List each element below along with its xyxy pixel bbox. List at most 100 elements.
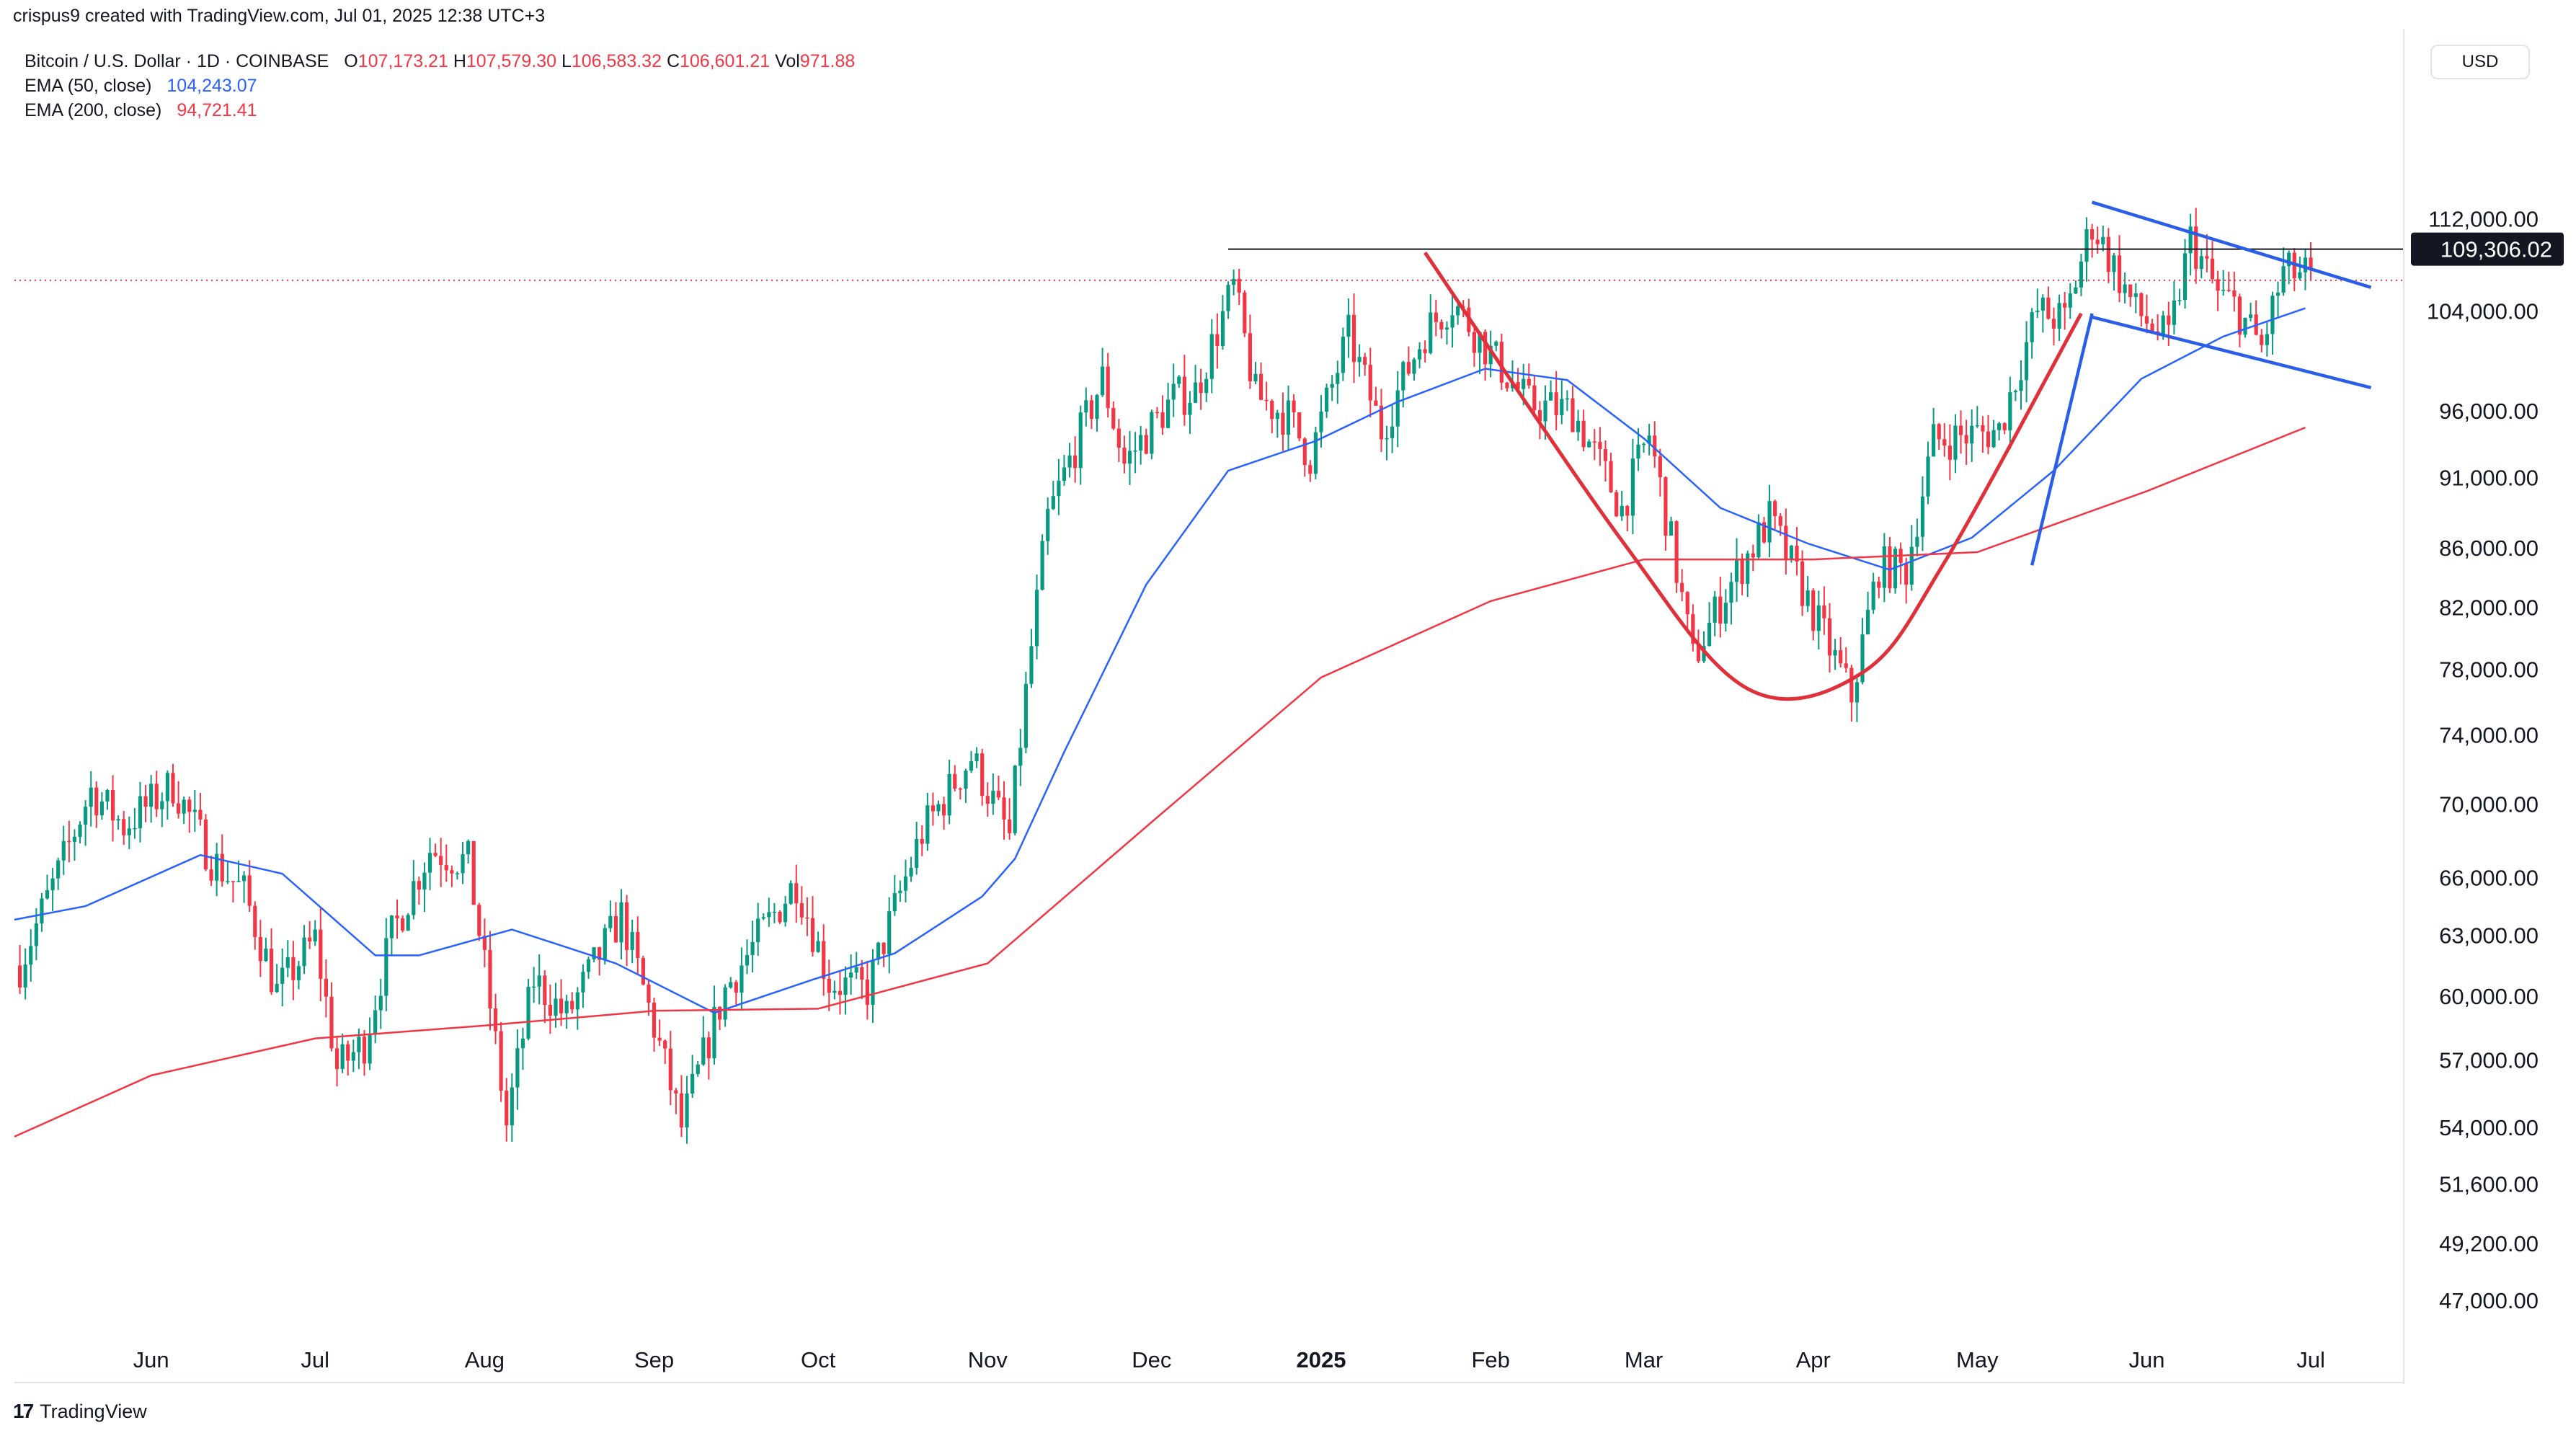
candle-body [176,803,181,814]
candle-body [384,938,388,996]
time-tick-label: Nov [968,1347,1008,1372]
candle [1494,340,1498,352]
candle-body [1844,663,1848,668]
candle-body [789,883,793,904]
candle [1133,432,1137,474]
candle [1723,589,1728,631]
candle-body [865,979,869,1005]
candle-body [1116,428,1121,448]
candle-body [1139,435,1143,451]
candle-body [17,965,22,988]
candle [1844,647,1848,673]
flag-upper-line [2091,200,2372,289]
candle [412,860,416,920]
candle-body [520,1038,525,1049]
candle-body [1707,622,1712,647]
symbol-name[interactable]: Bitcoin / U.S. Dollar · 1D · COINBASE [25,51,329,71]
candle-body [1286,400,1291,435]
candle-body [2024,342,2029,381]
candle [1434,299,1438,337]
candle [865,960,869,1020]
ema50-row[interactable]: EMA (50, close) 104,243.07 [25,74,855,98]
candle [209,856,213,886]
time-tick-label: 2025 [1297,1347,1346,1372]
candle-body [1253,373,1258,381]
candle [1685,591,1689,634]
candle-body [482,936,487,950]
candle [1702,631,1706,663]
price-tick-label: 78,000.00 [2439,657,2539,683]
candle-body [1893,549,1898,589]
candle [368,1017,372,1070]
time-axis[interactable]: Jun Jul Aug Sep Oct Nov Dec 2025 Feb Mar Apr May Jun… [14,1347,2404,1383]
candle-body [1127,451,1132,464]
candle-body [603,928,607,960]
candle-body [1543,400,1547,422]
candle-body [160,801,164,809]
candle [302,925,306,975]
candle-body [630,931,634,950]
candle [985,782,990,817]
candle-body [340,1044,345,1069]
price-axis[interactable]: 112,000.00 104,000.00 96,000.00 91,000.00 86… [2403,29,2564,1384]
candle [750,920,755,973]
candle-body [1630,458,1635,516]
candle-body [1740,559,1744,585]
candle [1483,329,1488,381]
candle-body [613,915,618,943]
candle-body [1264,399,1269,401]
candle [2106,228,2110,283]
flag-lower-line [2092,315,2372,389]
candle [1374,386,1378,407]
price-tick-label: 82,000.00 [2439,595,2539,620]
candle [548,984,553,1034]
price-tick-label: 91,000.00 [2439,465,2539,490]
candle [881,942,886,967]
candle [619,889,623,959]
candle-body [860,967,864,980]
candle-body [996,791,1001,798]
candle-body [783,903,788,923]
tradingview-logo-icon: 17 [13,1400,34,1422]
candle [1625,505,1630,532]
candle [1664,476,1668,551]
candle-body [2226,290,2231,291]
time-tick-label: Jul [301,1347,329,1372]
candle-body [586,959,591,972]
candle-body [1587,441,1591,448]
candle [84,800,88,846]
time-tick-label: Aug [465,1347,505,1372]
candle [384,918,388,1011]
candle-body [1822,605,1826,618]
candle [1947,424,1952,481]
candle [2265,321,2269,357]
candle [1351,293,1356,383]
price-tick-label: 96,000.00 [2439,399,2539,424]
candle-body [663,1040,667,1049]
candle-body [1341,337,1345,373]
candle-body [827,978,831,993]
candle [2292,248,2296,292]
candle [1390,405,1395,453]
price-chart[interactable]: 112,000.00 104,000.00 96,000.00 91,000.00 86… [0,0,2576,1384]
candle-body [1833,650,1837,656]
symbol-row[interactable]: Bitcoin / U.S. Dollar · 1D · COINBASE O1… [25,49,855,74]
candle-body [187,799,192,812]
price-tick-label: 49,200.00 [2439,1231,2539,1256]
candle-body [493,1008,498,1032]
candle [285,940,290,977]
candle [2199,249,2203,279]
candle [1220,295,1225,350]
candle [461,841,465,884]
currency-button[interactable]: USD [2430,45,2530,79]
candle-body [61,840,66,861]
candle-body [400,918,405,931]
candle [1008,798,1012,840]
candle-body [1330,383,1334,388]
candle-body [2030,312,2034,342]
candle-body [1089,400,1094,420]
ema200-row[interactable]: EMA (200, close) 94,721.41 [25,98,855,123]
candle [887,897,892,974]
candle-body [920,838,924,844]
candle [138,781,143,843]
